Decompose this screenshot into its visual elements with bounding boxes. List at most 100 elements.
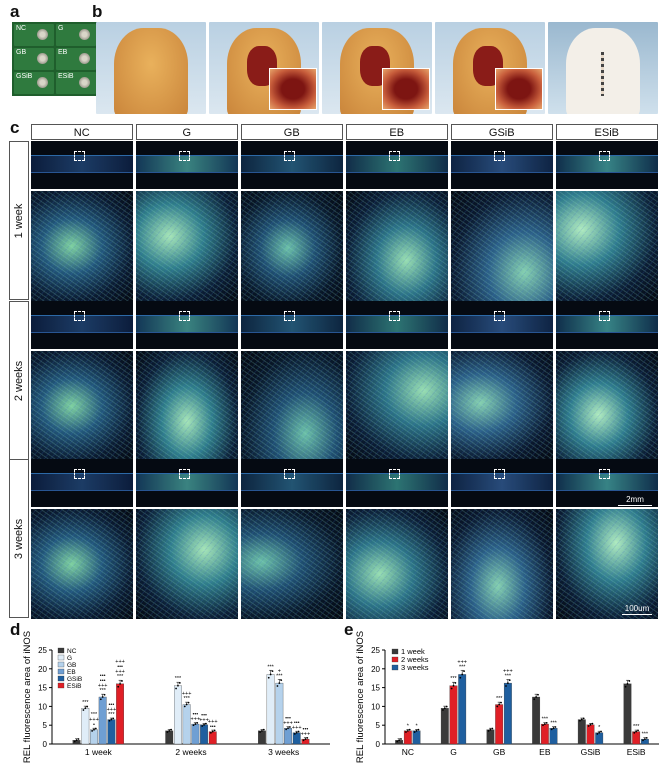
y-tick-label: 25 xyxy=(371,646,380,655)
cell-texture xyxy=(31,191,133,301)
low-mag-image xyxy=(346,141,448,189)
column-header-esib: ESiB xyxy=(556,124,658,140)
significance-label: ••• +++ xyxy=(292,720,302,731)
data-point xyxy=(170,728,173,731)
data-point xyxy=(628,680,631,682)
bar-g-0 xyxy=(81,708,90,745)
chart-e-svg: 0 5 10 15 20 25 REL fluorescence area of iNOS *… xyxy=(355,631,659,763)
data-point xyxy=(598,731,601,734)
data-point xyxy=(278,682,281,684)
high-mag-image xyxy=(31,509,133,619)
legend-label: G xyxy=(67,655,72,662)
zoom-box xyxy=(283,469,295,479)
row-header-1: 2 weeks xyxy=(9,301,29,460)
data-point xyxy=(400,738,402,740)
data-point xyxy=(415,729,418,732)
sample-disc-icon xyxy=(37,29,48,40)
data-point xyxy=(82,709,85,711)
significance-line: *** xyxy=(633,724,640,730)
data-point xyxy=(175,687,177,690)
data-point xyxy=(443,707,446,710)
x-tick-label: EB xyxy=(539,747,551,757)
mouse-fur xyxy=(114,28,188,114)
tissue-band xyxy=(31,315,133,333)
surgery-photo xyxy=(96,22,206,114)
row-header-label: 2 weeks xyxy=(13,360,25,401)
panel-label-c: c xyxy=(10,118,20,137)
tissue-band xyxy=(136,473,238,491)
x-tick-label: 3 weeks xyxy=(268,747,299,757)
data-point xyxy=(533,698,536,701)
data-point xyxy=(398,739,401,742)
data-point xyxy=(269,673,272,676)
significance-line: ••• xyxy=(117,664,123,670)
legend-label: 3 weeks xyxy=(401,663,429,672)
significance-line: ••• xyxy=(192,712,198,718)
bar-2-weeks-1 xyxy=(449,685,458,745)
data-point xyxy=(285,728,288,731)
significance-line: ••• xyxy=(303,727,309,733)
data-point xyxy=(643,738,646,741)
data-point xyxy=(642,739,644,742)
agar-tile-label: NC xyxy=(16,25,27,32)
cell-texture xyxy=(241,191,343,301)
tissue-band xyxy=(241,155,343,173)
data-point xyxy=(261,729,263,732)
significance-line: *** xyxy=(183,696,190,702)
legend-label: 2 weeks xyxy=(401,655,429,664)
significance-line: * xyxy=(407,723,410,729)
bar-2-weeks-0 xyxy=(403,730,412,745)
data-point xyxy=(396,740,399,743)
significance-line: *** xyxy=(91,712,98,718)
data-point xyxy=(591,722,594,725)
data-point xyxy=(276,685,279,687)
high-mag-image xyxy=(136,351,238,461)
data-point xyxy=(491,727,494,730)
significance-line: +++ xyxy=(115,659,125,665)
data-point xyxy=(406,729,409,732)
data-point xyxy=(500,701,502,704)
zoom-box xyxy=(388,469,400,479)
cell-texture xyxy=(31,351,133,461)
data-point xyxy=(635,730,638,733)
data-point xyxy=(267,676,270,679)
data-point xyxy=(295,731,298,734)
high-mag-image xyxy=(556,351,658,461)
data-point xyxy=(259,731,261,733)
significance-label: *** xyxy=(633,724,640,730)
significance-line: ••• xyxy=(100,678,106,684)
zoom-box xyxy=(493,469,505,479)
data-point xyxy=(110,718,113,721)
high-mag-image xyxy=(346,509,448,619)
data-point xyxy=(537,693,539,696)
row-header-label: 1 week xyxy=(13,203,25,238)
significance-line: +++ xyxy=(89,717,99,723)
significance-label: *** xyxy=(642,732,649,738)
data-point xyxy=(196,721,199,724)
data-point xyxy=(600,730,602,733)
data-point xyxy=(77,738,80,740)
immunofluorescence-grid: NC G GB EB GSiB ESiB 1 week 2 weeks 3 weeks 2mm 10… xyxy=(9,124,658,619)
y-tick-label: 10 xyxy=(371,702,380,711)
data-point xyxy=(302,739,305,742)
column-header-gsib: GSiB xyxy=(451,124,553,140)
low-mag-image xyxy=(556,301,658,349)
high-mag-image xyxy=(451,191,553,301)
bar-esib-0 xyxy=(116,683,124,745)
significance-line: *** xyxy=(175,676,182,682)
data-point xyxy=(626,682,629,685)
legend-swatch xyxy=(57,654,65,661)
zoom-box xyxy=(178,151,190,161)
significance-line: *** xyxy=(117,674,124,680)
x-tick-label: 2 weeks xyxy=(175,747,206,757)
low-mag-image xyxy=(241,301,343,349)
bar-3-weeks-2 xyxy=(503,682,512,745)
scale-bar-low: 2mm xyxy=(618,495,652,506)
data-point xyxy=(508,679,511,682)
y-tick-label: 15 xyxy=(38,684,47,693)
significance-label: +++ *** xyxy=(182,691,192,702)
cell-texture xyxy=(346,509,448,619)
significance-line: ••• xyxy=(100,673,106,679)
significance-line: ••• xyxy=(285,716,291,722)
low-mag-image xyxy=(346,301,448,349)
